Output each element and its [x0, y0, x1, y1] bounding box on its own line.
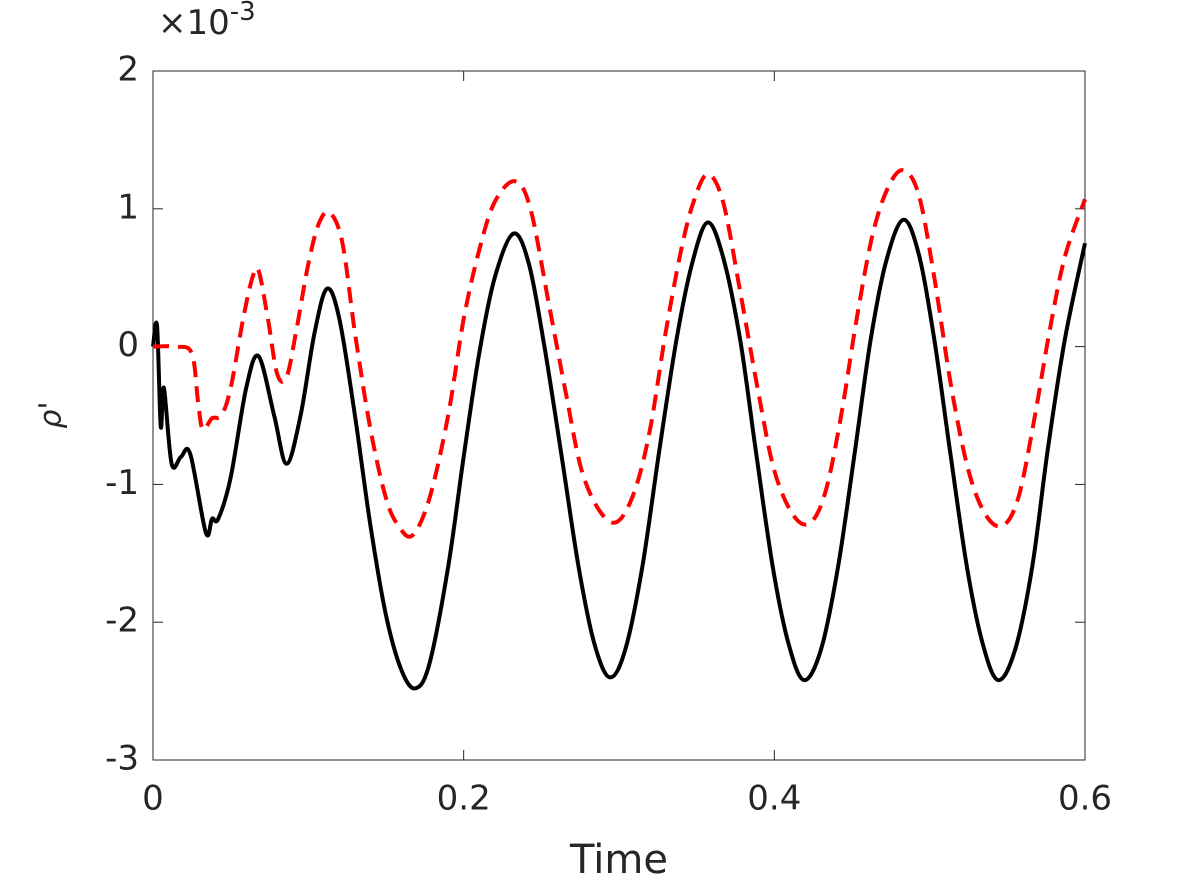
data-line: [151, 217, 1087, 691]
y-tick-label: -2: [105, 601, 139, 641]
y-multiplier-base: ×10: [158, 3, 230, 43]
y-multiplier-exponent: -3: [230, 0, 256, 27]
y-axis-label: ρ': [34, 401, 69, 428]
plot-frame: [152, 70, 1086, 761]
x-tick-label: 0.6: [1058, 779, 1112, 819]
y-tick-label: 1: [117, 187, 139, 227]
y-tick-label: 2: [117, 50, 139, 90]
y-multiplier: ×10-3: [158, 0, 256, 43]
x-tick-label: 0.2: [437, 779, 491, 819]
y-tick-label: -1: [105, 463, 139, 503]
y-tick-label: -3: [105, 739, 139, 779]
data-line: [152, 168, 1087, 539]
x-axis-label: Time: [569, 837, 668, 883]
x-tick-label: 0: [142, 779, 164, 819]
x-tick-label: 0.4: [747, 779, 801, 819]
y-tick-label: 0: [117, 325, 139, 365]
